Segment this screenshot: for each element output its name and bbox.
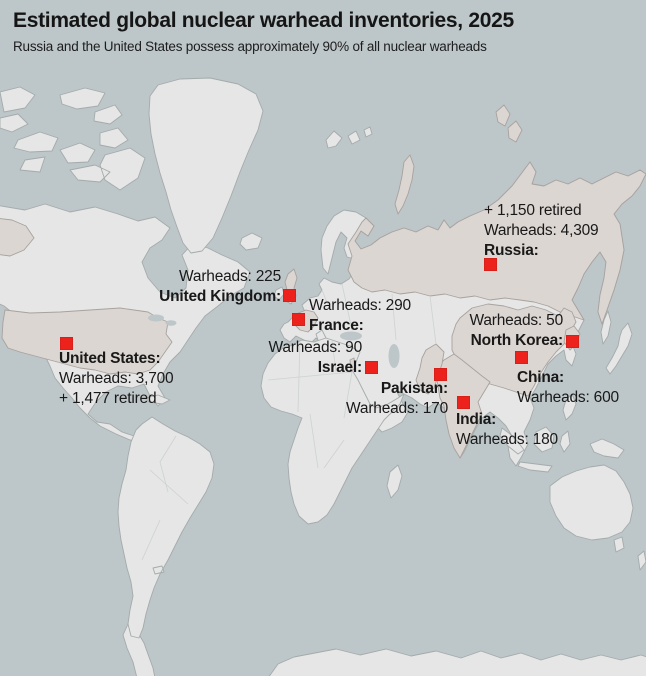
china-marker-icon [515,351,528,364]
country-label-france: Warheads: 290 France: [309,296,411,336]
india-marker-icon [457,396,470,409]
country-name: Israel: [317,359,362,376]
header: Estimated global nuclear warhead invento… [13,8,514,55]
warheads-count: Warheads: 290 [309,297,411,314]
country-label-united-states: United States: Warheads: 3,700 + 1,477 r… [59,349,174,409]
country-label-israel: Warheads: 90 Israel: [268,338,362,378]
australia [145,394,646,571]
country-label-north-korea: Warheads: 50 North Korea: [469,311,563,351]
greenland [148,77,264,254]
arctic-islands [0,86,146,191]
black-sea [340,331,362,341]
country-label-india: India: Warheads: 180 [456,410,558,450]
ireland [273,286,285,301]
country-label-russia: + 1,150 retired Warheads: 4,309 Russia: [484,201,599,261]
country-name: Russia: [484,242,539,259]
country-name: Pakistan: [380,380,448,397]
russia-shape [347,104,646,325]
great-lakes [148,314,164,322]
page-title: Estimated global nuclear warhead invento… [13,9,514,32]
russia-marker-icon [484,258,497,271]
country-borders [141,283,437,561]
south-america [117,416,215,639]
warheads-count: Warheads: 170 [346,400,448,417]
israel-shape [349,357,356,373]
warheads-count: Warheads: 4,309 [484,222,599,239]
warheads-count: Warheads: 90 [268,339,362,356]
southeast-asia-islands [499,393,625,473]
country-name: India: [456,411,497,428]
warheads-count: Warheads: 225 [179,268,281,285]
country-name: China: [517,369,565,386]
country-label-pakistan: Pakistan: Warheads: 170 [346,379,448,419]
antarctica-main [268,648,646,676]
united-states-marker-icon [60,337,73,350]
warheads-count: Warheads: 180 [456,431,558,448]
country-label-china: China: Warheads: 600 [517,368,619,408]
madagascar [386,464,403,499]
antarctica [122,623,156,676]
pakistan-shape [415,343,445,395]
country-name: United States: [59,350,161,367]
north-korea-marker-icon [566,335,579,348]
united-kingdom-marker-icon [283,289,296,302]
alaska-shape [0,218,35,257]
caspian-sea [388,344,400,368]
iceland [239,232,263,251]
svalbard [325,126,373,149]
france-marker-icon [292,313,305,326]
warheads-count: Warheads: 3,700 [59,370,174,387]
pakistan-marker-icon [434,368,447,381]
united-states-shape [1,307,173,375]
country-name: France: [309,317,364,334]
japan [600,310,633,375]
retired-count: + 1,150 retired [484,202,582,219]
israel-marker-icon [365,361,378,374]
country-name: United Kingdom: [159,288,281,305]
retired-count: + 1,477 retired [59,390,157,407]
page-subtitle: Russia and the United States possess app… [13,39,487,54]
warheads-count: Warheads: 50 [469,312,563,329]
great-lakes-east [165,320,177,326]
country-name: North Korea: [470,332,564,349]
country-label-united-kingdom: Warheads: 225 United Kingdom: [159,267,281,307]
warheads-count: Warheads: 600 [517,389,619,406]
